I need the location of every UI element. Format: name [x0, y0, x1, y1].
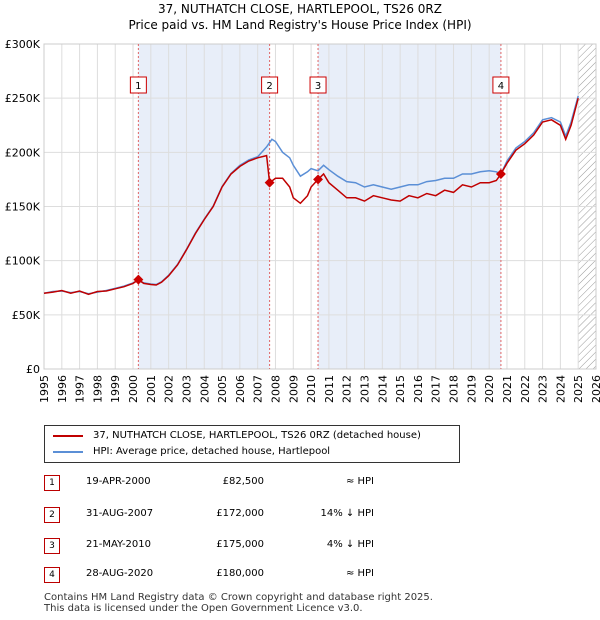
y-tick-label: £50K — [12, 309, 41, 322]
legend-swatch-hpi — [53, 450, 83, 453]
x-tick-label: 2018 — [448, 375, 461, 403]
x-tick-label: 2017 — [430, 375, 443, 403]
chart-subtitle: Price paid vs. HM Land Registry's House … — [128, 18, 472, 32]
x-tick-label: 2013 — [359, 375, 372, 403]
x-tick-label: 2016 — [412, 375, 425, 403]
sale-number-badge: 2 — [44, 507, 60, 523]
x-tick-label: 2012 — [341, 375, 354, 403]
x-tick-label: 2014 — [376, 375, 389, 403]
x-tick-label: 1999 — [109, 375, 122, 403]
x-tick-label: 2020 — [483, 375, 496, 403]
x-tick-label: 2005 — [216, 375, 229, 403]
x-tick-label: 2007 — [252, 375, 265, 403]
sale-price: £180,000 — [216, 568, 264, 579]
x-tick-label: 1997 — [74, 375, 87, 403]
sale-number-badge: 3 — [44, 538, 60, 554]
sale-price: £82,500 — [222, 476, 264, 487]
sale-label-box — [309, 76, 327, 94]
legend-swatch-property — [53, 434, 83, 437]
x-tick-label: 2001 — [145, 375, 158, 403]
y-tick-label: £250K — [5, 92, 41, 105]
x-tick-label: 2008 — [269, 375, 282, 403]
sale-label-box — [261, 76, 279, 94]
sale-point — [495, 169, 506, 179]
footer-line: Contains HM Land Registry data © Crown c… — [44, 592, 433, 603]
x-tick-label: 2010 — [305, 375, 318, 403]
sale-number-badge: 4 — [44, 567, 60, 583]
y-tick-label: £150K — [5, 201, 41, 214]
sale-label-number: 4 — [498, 81, 504, 92]
sale-price: £175,000 — [216, 539, 264, 550]
x-tick-label: 2002 — [163, 375, 176, 403]
sale-label-number: 3 — [315, 81, 321, 92]
chart-title: 37, NUTHATCH CLOSE, HARTLEPOOL, TS26 0RZ — [157, 2, 442, 16]
x-tick-label: 2003 — [180, 375, 193, 403]
x-tick-label: 2004 — [198, 375, 211, 403]
sale-number-badge: 1 — [44, 475, 60, 491]
sale-date: 31-AUG-2007 — [86, 508, 154, 519]
sale-hpi-relation: 4% ↓ HPI — [326, 539, 374, 550]
sale-point — [313, 174, 323, 185]
x-tick-label: 2024 — [554, 375, 567, 403]
legend-label-property: 37, NUTHATCH CLOSE, HARTLEPOOL, TS26 0RZ… — [93, 430, 421, 441]
sale-hpi-relation: ≈ HPI — [345, 568, 374, 579]
x-tick-label: 1998 — [91, 375, 104, 403]
plot-border — [43, 43, 597, 370]
x-tick-label: 2015 — [394, 375, 407, 403]
legend-label-hpi: HPI: Average price, detached house, Hart… — [93, 446, 331, 457]
legend-item-hpi: HPI: Average price, detached house, Hart… — [53, 446, 330, 457]
x-tick-label: 2022 — [519, 375, 532, 403]
x-tick-label: 2000 — [127, 375, 140, 403]
sale-label-number: 2 — [266, 81, 272, 92]
sale-date: 21-MAY-2010 — [86, 539, 152, 550]
x-tick-label: 2026 — [590, 375, 600, 403]
x-tick-label: 2025 — [572, 375, 585, 403]
sale-date: 19-APR-2000 — [86, 476, 151, 487]
footer-line: This data is licensed under the Open Gov… — [44, 603, 363, 614]
x-tick-label: 2006 — [234, 375, 247, 403]
legend-item-property: 37, NUTHATCH CLOSE, HARTLEPOOL, TS26 0RZ… — [53, 430, 421, 441]
sale-label-number: 1 — [135, 81, 141, 92]
x-tick-label: 2023 — [537, 375, 550, 403]
sale-label-box — [492, 76, 510, 94]
sale-hpi-relation: ≈ HPI — [345, 476, 374, 487]
price-chart: 1995 1996 1997 1998 1999 2000 2001 2002 2003 2004… — [5, 38, 600, 403]
x-tick-label: 1996 — [56, 375, 69, 403]
sale-point — [264, 177, 275, 188]
sale-date: 28-AUG-2020 — [86, 568, 154, 579]
y-tick-label: £100K — [5, 255, 41, 268]
sale-price: £172,000 — [216, 508, 264, 519]
legend: 37, NUTHATCH CLOSE, HARTLEPOOL, TS26 0RZ… — [44, 425, 460, 463]
sale-point — [133, 274, 144, 285]
x-tick-label: 2019 — [465, 375, 478, 403]
y-tick-label: £0 — [26, 363, 40, 376]
x-tick-label: 2021 — [501, 375, 514, 403]
y-tick-label: £200K — [5, 146, 41, 159]
sale-hpi-relation: 14% ↓ HPI — [320, 508, 374, 519]
y-tick-label: £300K — [5, 38, 41, 51]
sale-label-box — [129, 76, 147, 94]
x-tick-label: 2009 — [287, 375, 300, 403]
x-tick-label: 2011 — [323, 375, 336, 403]
footer-attribution: Contains HM Land Registry data © Crown c… — [44, 592, 433, 614]
x-tick-label: 1995 — [38, 375, 51, 403]
